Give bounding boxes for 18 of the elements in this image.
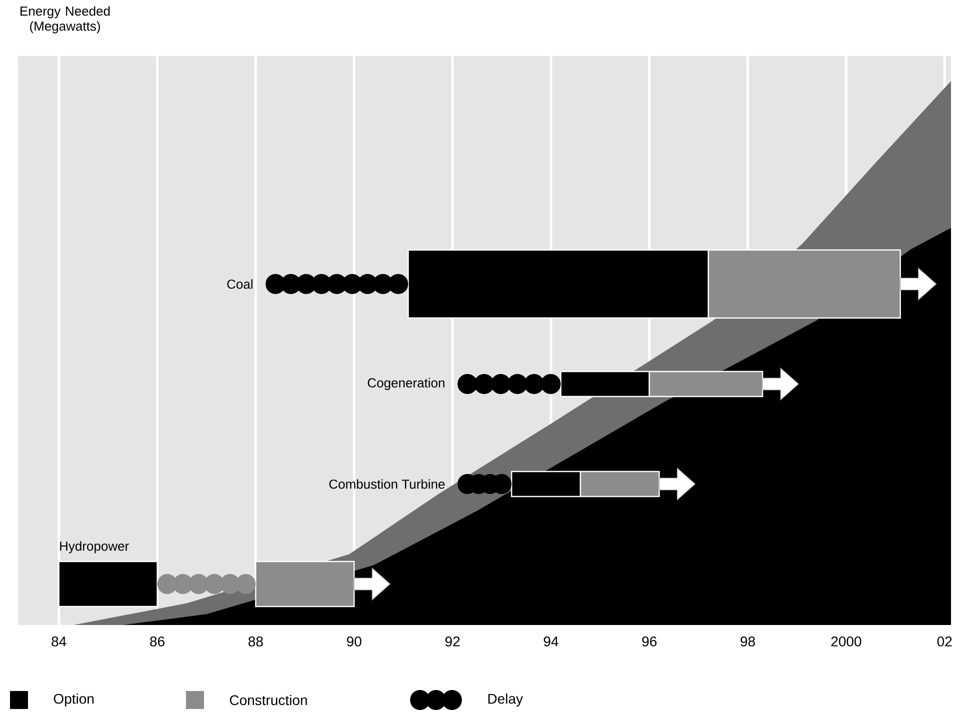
x-tick-label: 02 [937, 636, 952, 646]
x-tick-label: 94 [544, 636, 558, 646]
y-tick-label: Coal [227, 279, 252, 289]
x-tick-label: 96 [642, 636, 657, 646]
legend-label: Option [54, 693, 94, 707]
x-tick-label: 84 [52, 636, 66, 646]
x-tick-label: 90 [346, 636, 362, 646]
legend-label: Delay [488, 693, 523, 707]
x-tick-label: 92 [445, 636, 460, 646]
y-tick-label: Hydropower [60, 541, 129, 554]
legend-label: Construction [230, 694, 307, 706]
x-tick-label: 86 [150, 636, 164, 646]
x-tick-label: 98 [740, 636, 755, 646]
x-tick-label: 2000 [831, 636, 862, 646]
y-tick-label: Cogeneration [368, 378, 444, 390]
y-tick-label: Combustion Turbine [329, 479, 445, 489]
x-tick-label: 88 [248, 636, 263, 646]
y-axis-title: Energy Needed (Megawatts) [20, 6, 110, 34]
